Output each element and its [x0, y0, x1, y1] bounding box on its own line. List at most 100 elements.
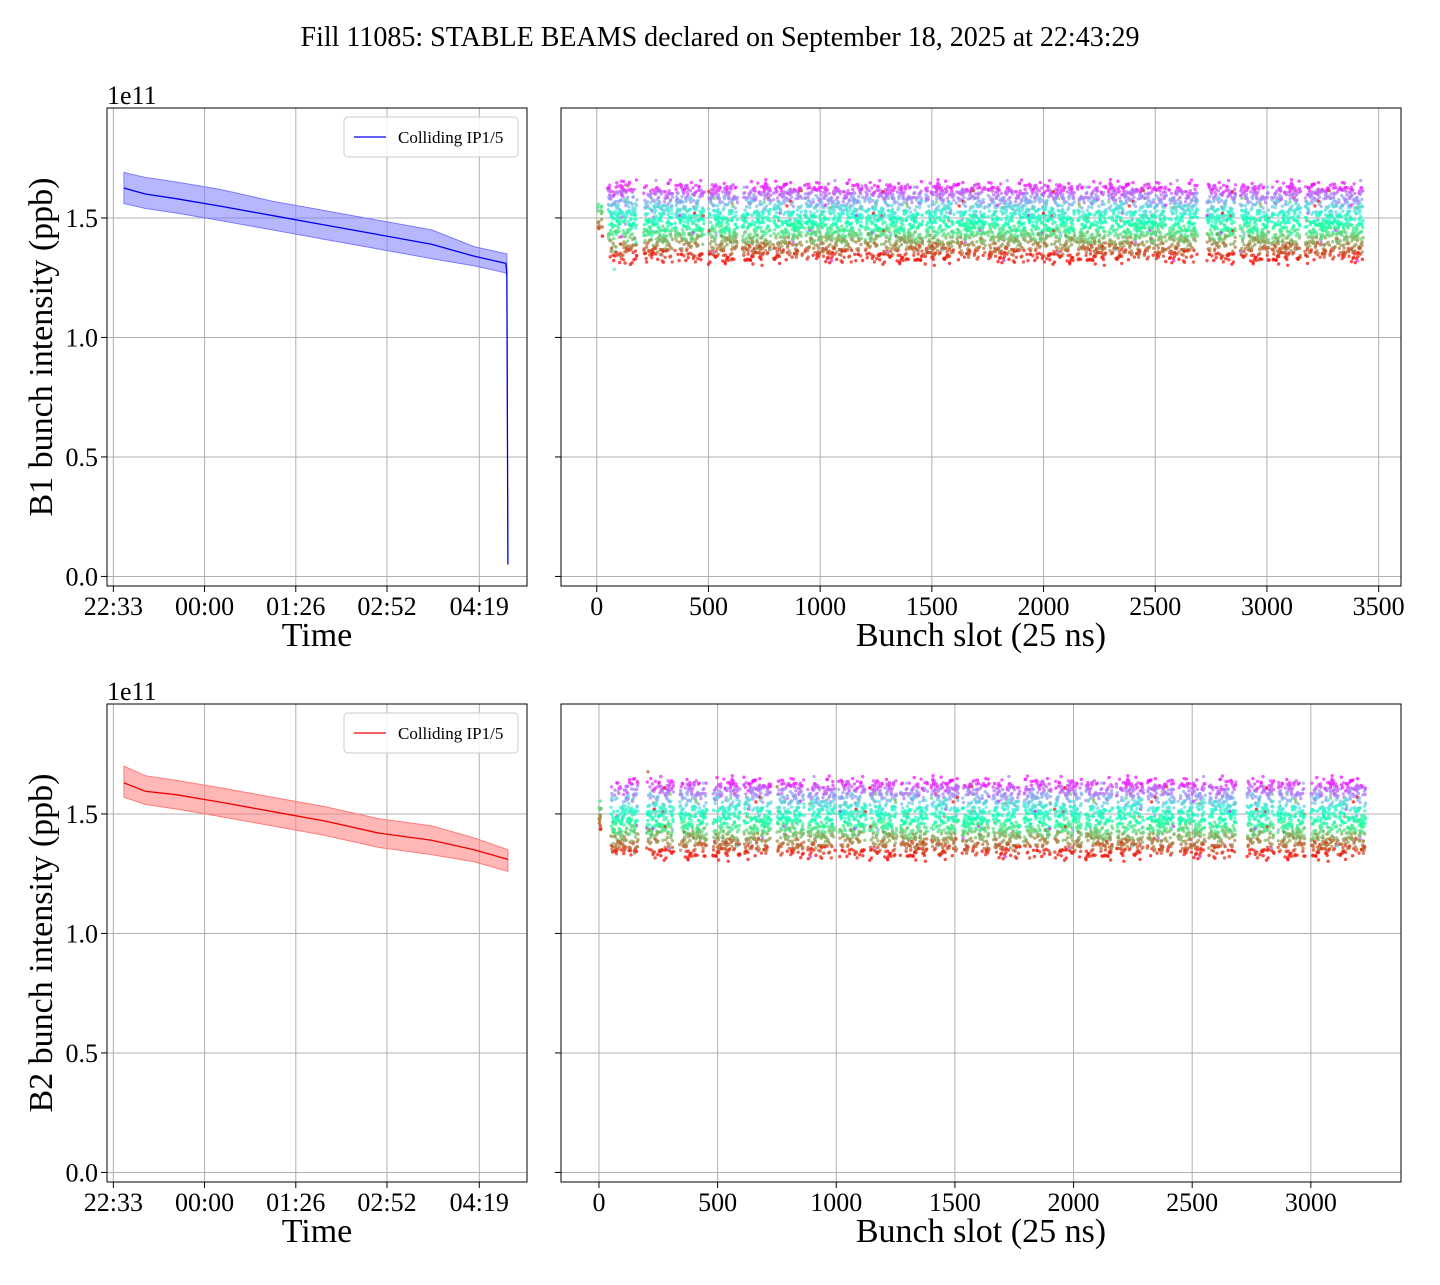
bunch-point	[631, 203, 634, 206]
bunch-point	[952, 240, 955, 243]
bunch-point	[680, 247, 683, 250]
bunch-point	[1185, 256, 1188, 259]
bunch-point	[635, 198, 638, 201]
bunch-point	[1161, 226, 1164, 229]
bunch-point	[853, 253, 856, 256]
bunch-point	[827, 192, 830, 195]
bunch-point	[731, 183, 734, 186]
bunch-point	[1002, 239, 1005, 242]
bunch-point	[1143, 254, 1146, 257]
bunch-point	[890, 204, 893, 207]
bunch-point	[1117, 236, 1120, 239]
bunch-point	[1006, 215, 1009, 218]
bunch-point	[633, 237, 636, 240]
bunch-point	[900, 243, 903, 246]
bunch-point	[812, 247, 815, 250]
bunch-point	[775, 211, 778, 214]
bunch-point	[642, 192, 645, 195]
bunch-point	[1191, 208, 1194, 211]
bunch-point	[1172, 239, 1175, 242]
bunch-point	[948, 262, 951, 265]
bunch-point	[670, 222, 673, 225]
bunch-point	[680, 184, 683, 187]
bunch-point	[1005, 247, 1008, 250]
bunch-point	[1159, 197, 1162, 200]
bunch-point	[762, 252, 765, 255]
bunch-point	[907, 258, 910, 261]
bunch-point	[961, 218, 964, 221]
bunch-point	[993, 226, 996, 229]
bunch-point	[792, 205, 795, 208]
bunch-point	[1016, 234, 1019, 237]
bunch-point	[973, 254, 976, 257]
axes-frame	[107, 108, 527, 586]
bunch-point	[735, 210, 738, 213]
bunch-point	[1138, 208, 1141, 211]
bunch-point	[1059, 232, 1062, 235]
bunch-point	[950, 202, 953, 205]
bunch-point	[948, 255, 951, 258]
bunch-point	[1149, 210, 1152, 213]
bunch-point	[995, 210, 998, 213]
bunch-point	[715, 243, 718, 246]
bunch-point	[742, 254, 745, 257]
bunch-point	[921, 240, 924, 243]
bunch-point	[858, 228, 861, 231]
bunch-point	[822, 255, 825, 258]
bunch-point	[890, 247, 893, 250]
bunch-point	[720, 221, 723, 224]
bunch-point	[609, 255, 612, 258]
bunch-point	[960, 242, 963, 245]
bunch-point	[952, 248, 955, 251]
bunch-point	[971, 240, 974, 243]
bunch-point	[1021, 208, 1024, 211]
bunch-point	[875, 257, 878, 260]
bunch-point	[989, 246, 992, 249]
bunch-point	[1073, 200, 1076, 203]
bunch-point	[766, 251, 769, 254]
bunch-point	[1159, 231, 1162, 234]
bunch-point	[661, 224, 664, 227]
bunch-point	[731, 210, 734, 213]
bunch-point	[702, 218, 705, 221]
bunch-point	[1131, 218, 1134, 221]
bunch-point	[815, 209, 818, 212]
bunch-point	[1103, 217, 1106, 220]
bunch-point	[654, 209, 657, 212]
bunch-point	[920, 249, 923, 252]
bunch-point	[891, 193, 894, 196]
bunch-point	[1173, 236, 1176, 239]
bunch-point	[898, 262, 901, 265]
bunch-point	[711, 224, 714, 227]
bunch-point	[951, 234, 954, 237]
bunch-point	[1055, 224, 1058, 227]
bunch-point	[715, 185, 718, 188]
bunch-point	[774, 180, 777, 183]
bunch-point	[835, 244, 838, 247]
bunch-point	[875, 199, 878, 202]
bunch-point	[1107, 200, 1110, 203]
bunch-point	[1064, 211, 1067, 214]
bunch-point	[635, 178, 638, 181]
y-tick-label: 0.5	[66, 443, 99, 472]
bunch-point	[1061, 208, 1064, 211]
bunch-point	[1065, 242, 1068, 245]
bunch-point	[1079, 258, 1082, 261]
bunch-point	[1155, 209, 1158, 212]
bunch-point	[827, 218, 830, 221]
bunch-point	[1192, 249, 1195, 252]
bunch-point	[919, 196, 922, 199]
bunch-point	[830, 239, 833, 242]
bunch-point	[1110, 243, 1113, 246]
bunch-point	[808, 245, 811, 248]
bunch-point	[1031, 254, 1034, 257]
bunch-point	[1043, 260, 1046, 263]
bunch-point	[884, 240, 887, 243]
bunch-point	[707, 207, 710, 210]
bunch-point	[833, 209, 836, 212]
bunch-point	[694, 184, 697, 187]
bunch-point	[751, 262, 754, 265]
bunch-point	[986, 215, 989, 218]
bunch-point	[709, 221, 712, 224]
bunch-point	[1137, 256, 1140, 259]
